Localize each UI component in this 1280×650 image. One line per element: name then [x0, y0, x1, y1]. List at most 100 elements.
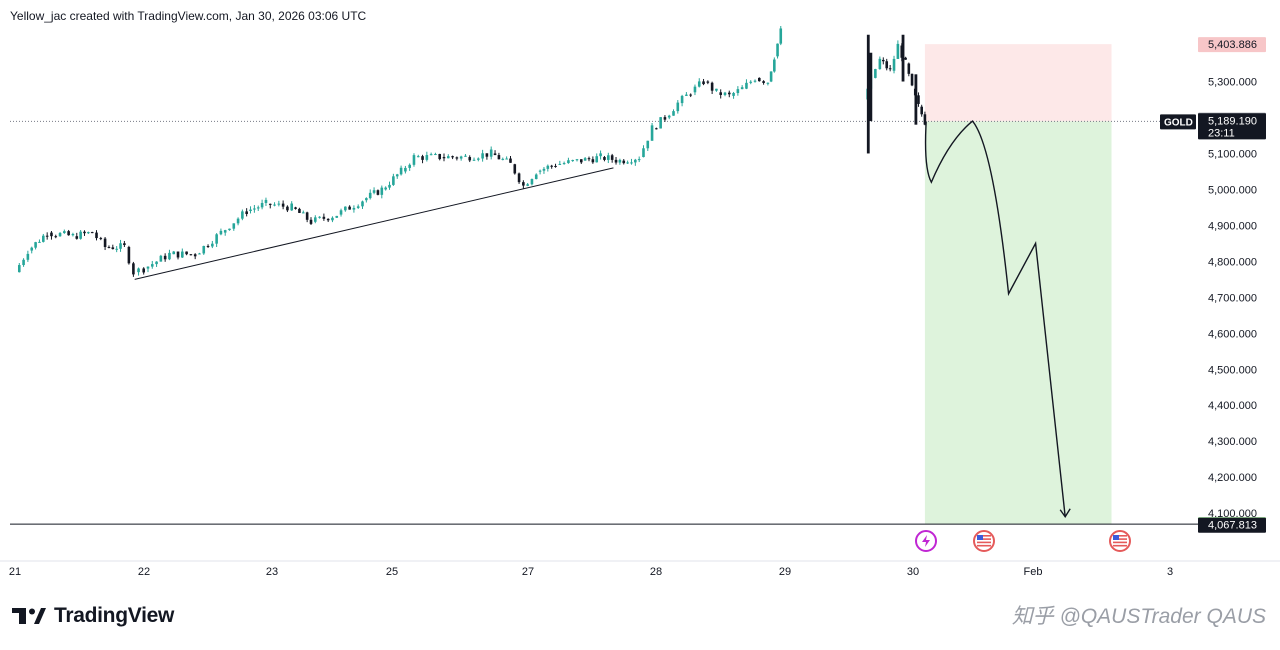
candle — [198, 253, 201, 255]
candle — [236, 218, 240, 224]
event-markers[interactable] — [915, 530, 1131, 552]
candle — [305, 212, 309, 220]
candle — [715, 88, 718, 91]
candle — [281, 203, 285, 207]
candle — [232, 223, 236, 229]
x-tick-label: 28 — [650, 566, 662, 578]
candle — [881, 59, 885, 62]
candle — [459, 156, 463, 159]
candle — [719, 92, 723, 95]
candle — [298, 208, 301, 213]
candle — [434, 153, 437, 155]
candle — [693, 86, 697, 93]
projection-arrowhead — [1059, 508, 1071, 519]
candle — [642, 148, 645, 158]
candle — [404, 167, 407, 172]
candle — [181, 251, 184, 258]
y-tick-label: 5,000.000 — [1208, 184, 1257, 196]
time-axis[interactable]: 21 22 23 25 27 28 29 30 Feb 3 — [0, 560, 1280, 578]
candle — [54, 236, 58, 238]
price-tag[interactable] — [1198, 37, 1266, 53]
candle — [286, 206, 289, 211]
candle — [610, 155, 614, 160]
watermark: 知乎 @QAUSTrader QAUS — [1011, 605, 1266, 628]
candle — [90, 232, 94, 234]
candle — [607, 155, 610, 160]
candle — [732, 93, 735, 96]
price-tag[interactable] — [1198, 517, 1266, 533]
candle — [485, 153, 489, 157]
candle — [481, 153, 484, 159]
candle — [522, 182, 525, 186]
candle — [885, 61, 889, 69]
candle — [917, 95, 920, 104]
candle — [245, 211, 248, 215]
candle — [241, 211, 244, 219]
symbol-tag[interactable] — [1160, 114, 1196, 130]
candle — [146, 266, 150, 269]
take-profit-zone — [924, 121, 1112, 525]
candle — [17, 265, 21, 273]
candle — [111, 247, 115, 250]
price-tag-countdown: 23:11 — [1208, 127, 1235, 139]
tradingview-logo[interactable]: TradingView — [12, 604, 174, 628]
candle — [42, 235, 45, 242]
candle — [335, 215, 339, 218]
candle — [534, 174, 538, 180]
candle — [579, 159, 583, 163]
lightning-icon-bolt — [922, 535, 930, 547]
candle — [326, 218, 330, 221]
candle — [896, 43, 900, 59]
candle — [99, 238, 103, 240]
tradingview-brand: TradingView — [54, 604, 175, 627]
x-tick-label: 30 — [907, 566, 919, 578]
us-flag-icon[interactable] — [1109, 530, 1131, 552]
candle — [318, 216, 321, 218]
zones — [924, 44, 1112, 525]
candle — [907, 63, 911, 74]
candle — [558, 163, 562, 165]
candle — [892, 58, 896, 71]
price-axis[interactable]: 5,300.000 5,100.000 5,000.000 4,900.000 4,80… — [1160, 26, 1280, 586]
candle — [723, 92, 727, 95]
candle — [273, 204, 276, 206]
price-tag[interactable] — [1198, 113, 1266, 140]
candle — [667, 115, 671, 118]
y-tick-label: 5,100.000 — [1208, 148, 1257, 160]
candle — [58, 233, 62, 237]
candle — [206, 245, 210, 247]
candle — [228, 228, 231, 231]
candle — [637, 159, 641, 161]
us-flag-icon[interactable] — [973, 530, 995, 552]
candle — [446, 156, 450, 159]
candle — [920, 106, 923, 115]
candle — [45, 235, 49, 237]
candle — [587, 158, 591, 160]
candle — [309, 219, 313, 224]
candle — [769, 71, 773, 82]
candle — [429, 154, 433, 156]
candle — [513, 164, 517, 174]
candle — [546, 165, 550, 169]
us-flag-icon-ring — [973, 530, 995, 552]
lightning-icon[interactable] — [915, 530, 937, 552]
candle — [63, 231, 66, 234]
us-flag-icon-canton — [1113, 535, 1119, 540]
candle — [710, 82, 714, 91]
candle — [268, 203, 272, 205]
candle — [489, 149, 493, 157]
candle — [618, 159, 622, 163]
candle — [119, 243, 122, 249]
price-chart[interactable]: 5,300.000 5,100.000 5,000.000 4,900.000 4,80… — [0, 26, 1280, 586]
candle — [745, 82, 748, 89]
candle — [348, 206, 351, 210]
candle — [685, 94, 688, 96]
us-flag-icon-stripe — [977, 538, 991, 540]
candle — [115, 248, 118, 250]
candle — [392, 176, 395, 185]
candle — [87, 232, 90, 234]
candle — [395, 174, 399, 177]
candle — [766, 82, 770, 84]
candle — [159, 255, 163, 262]
candle — [562, 163, 566, 165]
